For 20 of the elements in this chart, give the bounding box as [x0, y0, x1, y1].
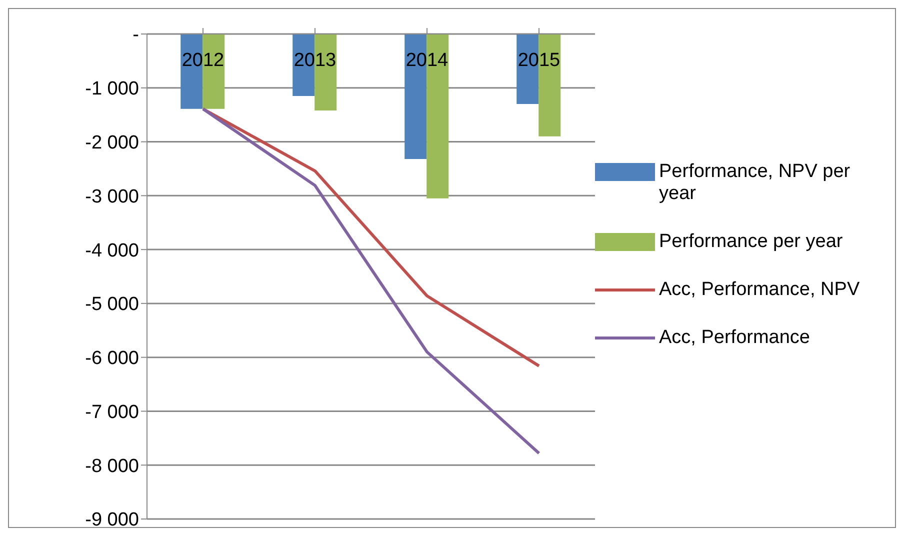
y-tick-label: -6 000 — [85, 348, 139, 370]
x-tick-label: 2013 — [294, 50, 336, 71]
y-tick-label: -5 000 — [85, 294, 139, 316]
legend-label: Performance, NPV per year — [659, 161, 852, 205]
y-tick-label: -9 000 — [85, 510, 139, 531]
y-tick-label: -1 000 — [85, 78, 139, 100]
legend-label: Performance per year — [659, 231, 843, 253]
line-series — [202, 107, 540, 455]
x-tick-label: 2012 — [182, 50, 224, 71]
y-tick-label: - — [132, 24, 139, 46]
y-tick-label: -3 000 — [85, 186, 139, 208]
y-tick-label: -8 000 — [85, 456, 139, 477]
x-tick-label: 2014 — [406, 50, 449, 71]
y-tick-label: -7 000 — [85, 402, 139, 423]
y-tick-label: -4 000 — [85, 240, 139, 262]
x-tick-label: 2015 — [518, 50, 560, 71]
line-series — [202, 107, 540, 368]
legend-label: Acc, Performance, NPV — [659, 279, 860, 301]
y-tick-label: -2 000 — [85, 132, 139, 154]
legend-label: Acc, Performance — [659, 327, 810, 349]
